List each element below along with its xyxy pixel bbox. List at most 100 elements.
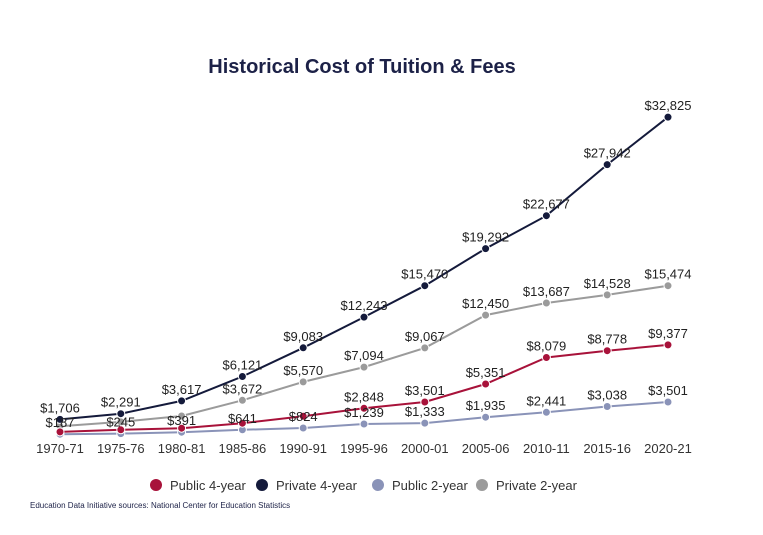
data-labels: $187 $245 $391 $641 $824 $1,239 $1,333 $1,935 $2… bbox=[40, 98, 691, 430]
private-4-year-data-label: $32,825 bbox=[645, 98, 692, 113]
public-2-year-point bbox=[420, 418, 430, 428]
chart-title: Historical Cost of Tuition & Fees bbox=[208, 56, 515, 78]
private-2-year-data-label: $9,067 bbox=[405, 329, 445, 344]
legend-label: Public 4-year bbox=[170, 478, 247, 493]
public-2-year-data-label: $3,501 bbox=[648, 383, 688, 398]
public-4-year-point bbox=[359, 403, 369, 413]
public-4-year-data-label: $9,377 bbox=[648, 326, 688, 341]
public-4-year-data-label: $3,501 bbox=[405, 383, 445, 398]
public-4-year-point bbox=[481, 379, 491, 389]
private-4-year-point bbox=[298, 343, 308, 353]
private-4-year-data-label: $2,291 bbox=[101, 395, 141, 410]
public-2-year-point bbox=[663, 397, 673, 407]
public-4-year-point bbox=[116, 425, 126, 435]
public-2-year-data-label: $391 bbox=[167, 413, 196, 428]
private-2-year-data-label: $7,094 bbox=[344, 348, 384, 363]
private-4-year-point bbox=[237, 372, 247, 381]
private-4-year-point bbox=[541, 211, 551, 221]
private-2-year-data-label: $15,474 bbox=[645, 267, 692, 282]
public-2-year-point bbox=[541, 407, 551, 417]
x-tick-label: 1975-76 bbox=[97, 441, 145, 456]
legend-label: Private 4-year bbox=[276, 478, 358, 493]
legend-marker bbox=[372, 479, 384, 491]
private-4-year-data-label: $22,677 bbox=[523, 197, 570, 212]
series-lines bbox=[59, 116, 669, 436]
public-4-year-point bbox=[541, 353, 551, 362]
x-axis-ticks: 1970-71 1975-76 1980-81 1985-86 1990-91 1995-… bbox=[36, 441, 692, 456]
x-tick-label: 1995-96 bbox=[340, 441, 388, 456]
private-2-year-data-label: $13,687 bbox=[523, 284, 570, 299]
private-4-year-point bbox=[420, 281, 430, 291]
private-2-year-point bbox=[541, 298, 551, 308]
x-tick-label: 2020-21 bbox=[644, 441, 692, 456]
legend: Public 4-year Private 4-year Public 2-year… bbox=[150, 478, 578, 493]
public-4-year-data-label: $8,778 bbox=[587, 332, 627, 347]
private-2-year-data-label: $14,528 bbox=[584, 276, 631, 291]
public-2-year-point bbox=[481, 412, 491, 422]
public-4-year-data-label: $5,351 bbox=[466, 365, 506, 380]
private-4-year-point bbox=[481, 244, 491, 254]
public-2-year-data-label: $1,239 bbox=[344, 405, 384, 420]
public-4-year-data-label: $8,079 bbox=[527, 339, 567, 354]
private-4-year-data-label: $6,121 bbox=[223, 358, 263, 373]
legend-marker bbox=[476, 479, 488, 491]
private-2-year-point bbox=[177, 411, 187, 421]
public-4-year-data-label: $2,848 bbox=[344, 389, 384, 404]
legend-label: Private 2-year bbox=[496, 478, 578, 493]
legend-marker bbox=[150, 479, 162, 491]
private-4-year-point bbox=[177, 396, 187, 406]
x-tick-label: 2015-16 bbox=[583, 441, 631, 456]
public-4-year-point bbox=[602, 346, 612, 356]
public-4-year-point bbox=[663, 340, 673, 350]
private-4-year-point bbox=[663, 112, 673, 122]
public-2-year-data-label: $1,935 bbox=[466, 398, 506, 413]
public-2-year-data-label: $1,333 bbox=[405, 404, 445, 419]
private-4-year-point bbox=[602, 160, 612, 170]
private-4-year-point bbox=[116, 409, 126, 419]
public-4-year-point bbox=[55, 427, 65, 437]
public-4-year-point bbox=[420, 397, 430, 407]
public-2-year-point bbox=[298, 423, 308, 433]
private-2-year-point bbox=[359, 362, 369, 372]
private-4-year-data-label: $15,470 bbox=[401, 267, 448, 282]
private-4-year-data-label: $9,083 bbox=[283, 329, 323, 344]
x-tick-label: 2005-06 bbox=[462, 441, 510, 456]
x-tick-label: 1970-71 bbox=[36, 441, 84, 456]
private-4-year-data-label: $1,706 bbox=[40, 400, 80, 415]
public-2-year-data-label: $187 bbox=[46, 415, 75, 430]
public-2-year-data-label: $2,441 bbox=[527, 393, 567, 408]
legend-label: Public 2-year bbox=[392, 478, 469, 493]
private-2-year-data-label: $12,450 bbox=[462, 296, 509, 311]
private-2-year-point bbox=[237, 395, 247, 405]
legend-item-public-4-year: Public 4-year bbox=[150, 478, 247, 493]
private-2-year-data-label: $3,672 bbox=[223, 381, 263, 396]
private-2-year-point bbox=[420, 343, 430, 353]
legend-marker bbox=[256, 479, 268, 491]
public-4-year-point bbox=[298, 411, 308, 421]
legend-item-public-2-year: Public 2-year bbox=[372, 478, 469, 493]
x-tick-label: 1990-91 bbox=[279, 441, 327, 456]
private-4-year-point bbox=[359, 312, 369, 322]
private-2-year-point bbox=[602, 290, 612, 300]
public-2-year-point bbox=[602, 402, 612, 411]
x-tick-label: 1980-81 bbox=[158, 441, 206, 456]
public-4-year-point bbox=[177, 423, 187, 433]
data-points bbox=[55, 112, 673, 439]
public-2-year-data-label: $245 bbox=[106, 415, 135, 430]
legend-item-private-2-year: Private 2-year bbox=[476, 478, 578, 493]
public-2-year-point bbox=[359, 419, 369, 429]
source-note: Education Data Initiative sources: Natio… bbox=[30, 501, 290, 510]
private-2-year-point bbox=[481, 310, 491, 320]
private-4-year-data-label: $27,942 bbox=[584, 146, 631, 161]
private-4-year-data-label: $19,292 bbox=[462, 230, 509, 245]
legend-item-private-4-year: Private 4-year bbox=[256, 478, 358, 493]
private-4-year-point bbox=[55, 414, 65, 424]
private-4-year-data-label: $3,617 bbox=[162, 382, 202, 397]
x-tick-label: 2000-01 bbox=[401, 441, 449, 456]
public-2-year-data-label: $824 bbox=[289, 409, 318, 424]
private-4-year-line bbox=[59, 116, 669, 421]
public-4-year-point bbox=[237, 418, 247, 428]
public-2-year-data-label: $641 bbox=[228, 411, 257, 426]
private-2-year-data-label: $5,570 bbox=[283, 363, 323, 378]
